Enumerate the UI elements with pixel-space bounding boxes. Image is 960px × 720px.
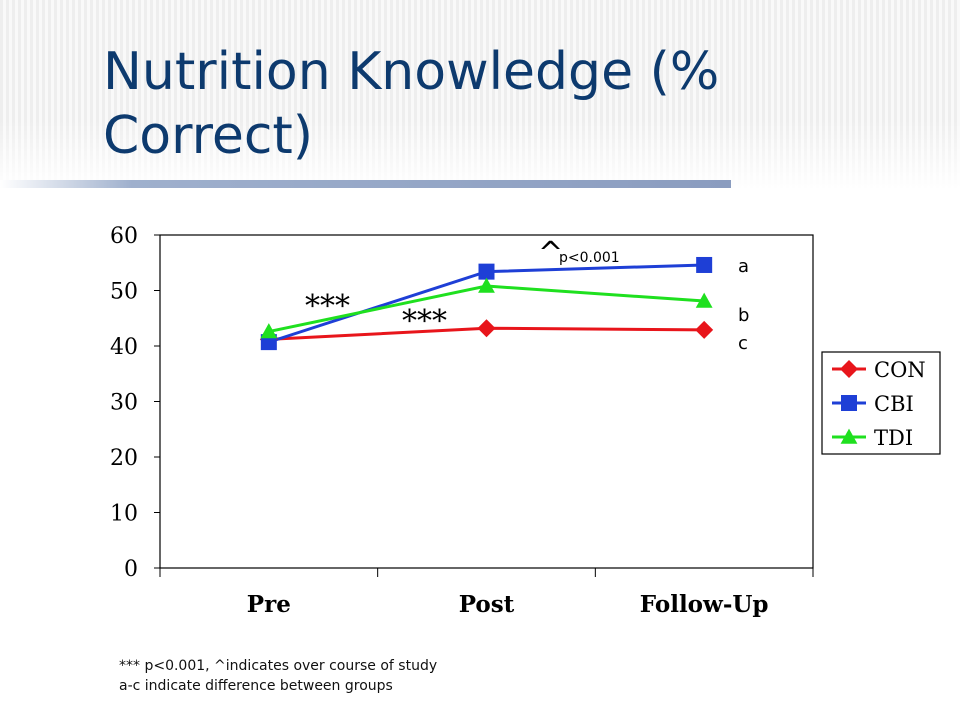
- slide-title: Nutrition Knowledge (% Correct): [103, 42, 720, 166]
- marker-cbi: [478, 263, 495, 280]
- y-tick-label: 60: [110, 224, 138, 249]
- legend-marker-cbi: [841, 395, 857, 411]
- y-tick-label: 50: [110, 280, 138, 305]
- x-tick-label: Follow-Up: [640, 591, 769, 618]
- title-underline-bar: [0, 180, 731, 188]
- y-tick-labels: 0 10 20 30 40 50 60: [110, 224, 138, 582]
- y-tick-label: 30: [110, 391, 138, 416]
- marker-cbi: [696, 256, 713, 273]
- marker-tdi: [478, 277, 495, 293]
- group-label-c: c: [738, 333, 748, 354]
- y-tick-label: 0: [124, 557, 138, 582]
- marker-tdi: [260, 323, 278, 339]
- legend-label-cbi: CBI: [874, 392, 914, 416]
- x-tick-label: Post: [459, 591, 515, 618]
- marker-con: [477, 319, 496, 338]
- y-tick-label: 20: [110, 446, 138, 471]
- marker-con: [695, 320, 714, 339]
- legend: CON CBI TDI: [821, 351, 941, 455]
- annotations: *** *** ^p<0.001 a bc: [305, 236, 749, 354]
- x-tick-labels: Pre Post Follow-Up: [247, 591, 769, 618]
- x-tick-label: Pre: [247, 591, 291, 618]
- footnote: *** p<0.001, ^indicates over course of s…: [119, 656, 437, 696]
- legend-label-tdi: TDI: [874, 426, 913, 450]
- marker-tdi: [695, 292, 713, 308]
- y-tick-label: 40: [110, 335, 138, 360]
- y-tick-label: 10: [110, 502, 138, 527]
- legend-marker-con: [840, 360, 858, 378]
- footnote-line-significance: *** p<0.001, ^indicates over course of s…: [119, 658, 438, 674]
- over-study-caret: ^: [538, 236, 563, 271]
- group-label-a: a: [738, 256, 749, 277]
- legend-marker-tdi: [840, 428, 858, 444]
- footnote-line-groups: a-c indicate difference between groups: [119, 678, 393, 694]
- significance-stars-post-followup: ***: [402, 304, 447, 339]
- over-study-p-value: p<0.001: [559, 250, 620, 266]
- group-label-b: b: [738, 305, 749, 326]
- series-markers: [259, 256, 714, 351]
- significance-stars-pre-post: ***: [305, 289, 350, 324]
- title-background-fade: [0, 120, 960, 190]
- legend-label-con: CON: [874, 358, 926, 382]
